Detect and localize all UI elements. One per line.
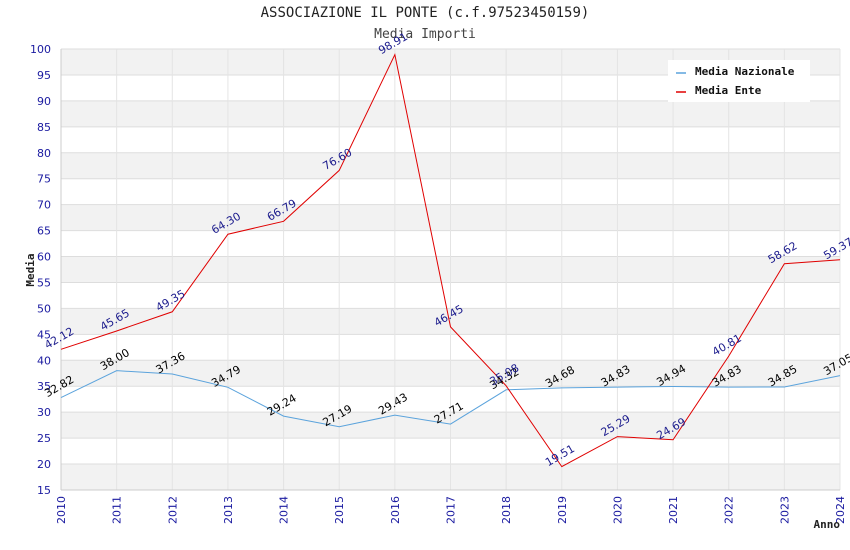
y-axis-label: Media [24,253,37,286]
y-tick-label: 85 [37,121,51,134]
y-tick-label: 80 [37,147,51,160]
y-tick-label: 90 [37,95,51,108]
y-tick-label: 65 [37,225,51,238]
legend-box [668,60,810,102]
y-tick-label: 20 [37,458,51,471]
y-tick-label: 15 [37,484,51,497]
y-tick-label: 45 [37,328,51,341]
x-tick-label: 2010 [55,496,68,524]
y-tick-label: 60 [37,251,51,264]
y-tick-label: 30 [37,406,51,419]
x-tick-label: 2022 [723,496,736,524]
x-tick-label: 2015 [333,496,346,524]
y-tick-label: 35 [37,380,51,393]
y-tick-label: 70 [37,199,51,212]
x-axis-label: Anno [814,518,841,531]
data-label-media-ente: 40.81 [710,332,744,359]
y-tick-label: 40 [37,354,51,367]
y-tick-label: 100 [30,43,51,56]
y-tick-label: 95 [37,69,51,82]
x-tick-label: 2011 [111,496,124,524]
y-tick-label: 75 [37,173,51,186]
chart-subtitle: Media Importi [374,27,476,42]
x-tick-label: 2014 [278,496,291,524]
legend: Media Nazionale Media Ente [668,60,810,102]
x-tick-labels: 2010 2011 2012 2013 2014 2015 2016 2017 2018 2019… [55,496,847,524]
data-label-media-nazionale: 32.82 [42,373,76,400]
chart-title: ASSOCIAZIONE IL PONTE (c.f.97523450159) [260,5,590,21]
x-tick-label: 2018 [500,496,513,524]
y-tick-label: 50 [37,302,51,315]
x-tick-label: 2020 [611,496,624,524]
x-tick-label: 2019 [556,496,569,524]
grid-lines [60,48,841,491]
x-tick-label: 2023 [778,496,791,524]
x-tick-label: 2024 [834,496,847,524]
series-line-media-nazionale [60,370,841,428]
y-tick-labels: 15 20 25 30 35 40 45 50 55 60 65 70 75 80 85 90 95 100 [30,43,51,497]
x-tick-label: 2017 [445,496,458,524]
series-lines [60,53,841,468]
x-tick-label: 2021 [667,496,680,524]
legend-entry-media-ente: Media Ente [695,84,762,97]
series-line-media-ente [60,53,841,468]
x-tick-label: 2013 [222,496,235,524]
y-tick-label: 55 [37,276,51,289]
legend-entry-media-nazionale: Media Nazionale [695,65,795,78]
x-tick-label: 2012 [166,496,179,524]
y-tick-label: 25 [37,432,51,445]
x-tick-label: 2016 [389,496,402,524]
